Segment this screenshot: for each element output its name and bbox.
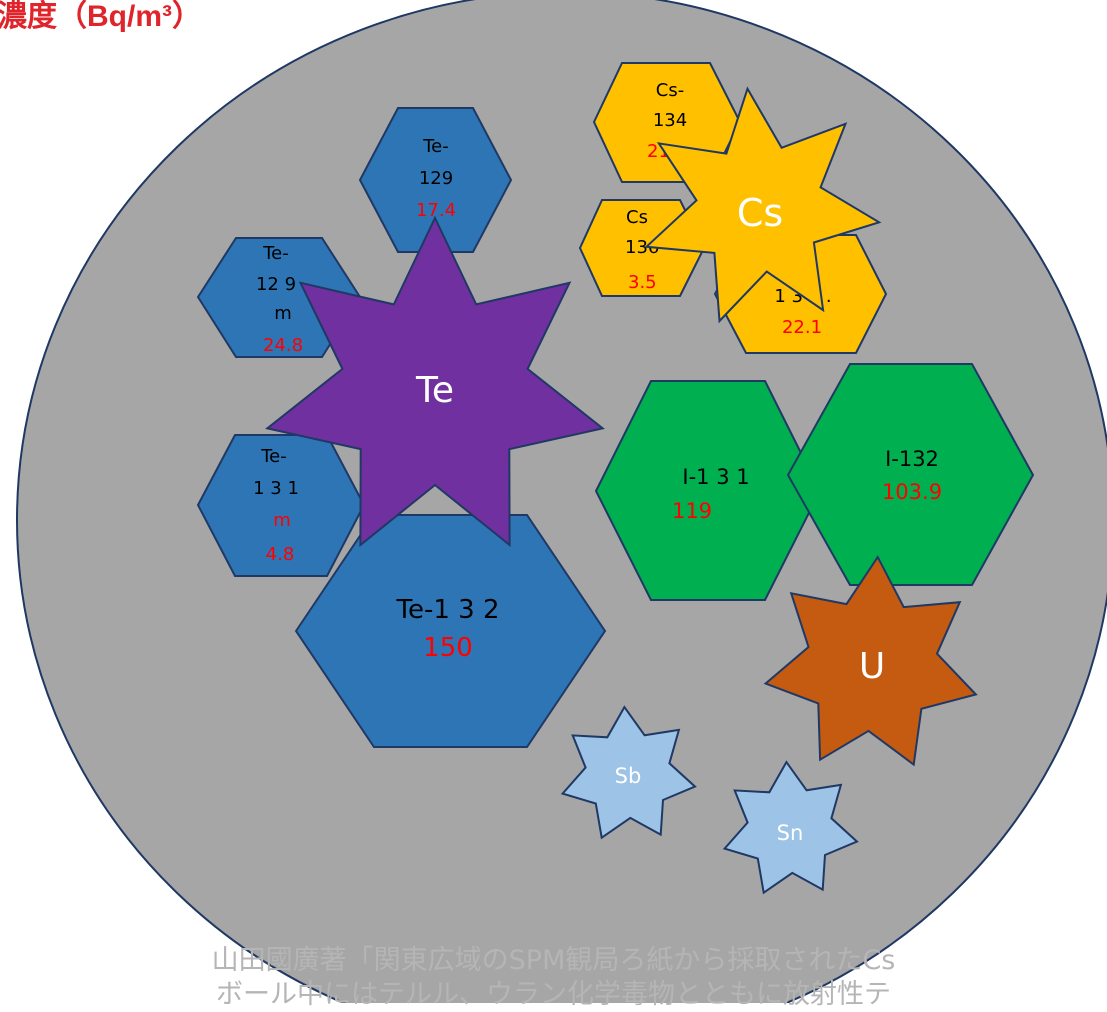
cs-134-label-2: 134 (653, 110, 687, 131)
te-129m-label-2: 12 9 (256, 274, 296, 295)
u-star-shape (763, 555, 978, 767)
cs-element-star: Cs (644, 86, 882, 324)
te-star-label: Te (415, 370, 454, 411)
te-129m-hexagon: Te- 12 9 m 24.8 (196, 237, 362, 358)
i-132-hexagon: I-132 103.9 (786, 363, 1035, 586)
u-star-label: U (859, 646, 885, 687)
te-129m-label-1: Te- (262, 243, 289, 264)
te-132-hexagon: Te-1 3 2 150 (294, 514, 607, 748)
te-129-hexagon: Te- 129 17.4 (358, 107, 513, 253)
u-element-star: U (763, 555, 978, 767)
te-element-star: Te (265, 215, 605, 548)
i-132-label: I-132 (885, 447, 939, 471)
cs-136-label-1: Cs (626, 207, 648, 228)
i-132-hexagon-shape (786, 363, 1035, 586)
source-caption-line-1: 山田國廣著「関東広域のSPM観局ろ紙から採取されたCs (211, 945, 896, 976)
te-129m-value: 24.8 (263, 335, 303, 356)
sn-element-star: Sn (722, 760, 859, 895)
sb-element-star: Sb (560, 705, 697, 840)
te-131m-label-2: 1 3 1 (253, 478, 299, 499)
te-129-label-2: 129 (419, 168, 453, 189)
te-131m-value: 4.8 (266, 544, 295, 565)
te-131m-hexagon: Te- 1 3 1 m 4.8 (196, 434, 366, 577)
svg-text:129: 129 (419, 168, 453, 189)
i-131-label: I-1 3 1 (682, 465, 749, 489)
te-129m-label-3: m (274, 303, 292, 324)
cs-star-label: Cs (737, 191, 783, 235)
sn-star-label: Sn (777, 821, 804, 845)
sb-star-shape (560, 705, 697, 840)
te-129-label-1: Te- (422, 136, 449, 157)
source-caption-line-2: ボール中にはテルル、ウラン化学毒物とともに放射性テ (216, 979, 891, 1010)
concentration-title: 濃度（Bq/m³） (0, 0, 202, 33)
svg-text:Te-: Te- (422, 136, 449, 157)
sn-star-shape (722, 760, 859, 895)
i-132-value: 103.9 (882, 480, 942, 504)
te-131m-label-1: Te- (260, 446, 287, 467)
cs-134-label-1: Cs- (656, 80, 684, 101)
te-132-value: 150 (423, 633, 473, 663)
te-132-label: Te-1 3 2 (396, 595, 500, 625)
cs-star-shape (644, 86, 882, 324)
cs-137-value: 22.1 (782, 317, 822, 338)
sb-star-label: Sb (615, 764, 642, 788)
te-129-value: 17.4 (416, 200, 456, 221)
i-131-value: 119 (672, 499, 712, 523)
te-star-shape (265, 215, 605, 548)
te-129-hexagon-shape (358, 107, 513, 253)
te-131m-suffix: m (273, 510, 291, 531)
cs-136-value: 3.5 (628, 272, 657, 293)
